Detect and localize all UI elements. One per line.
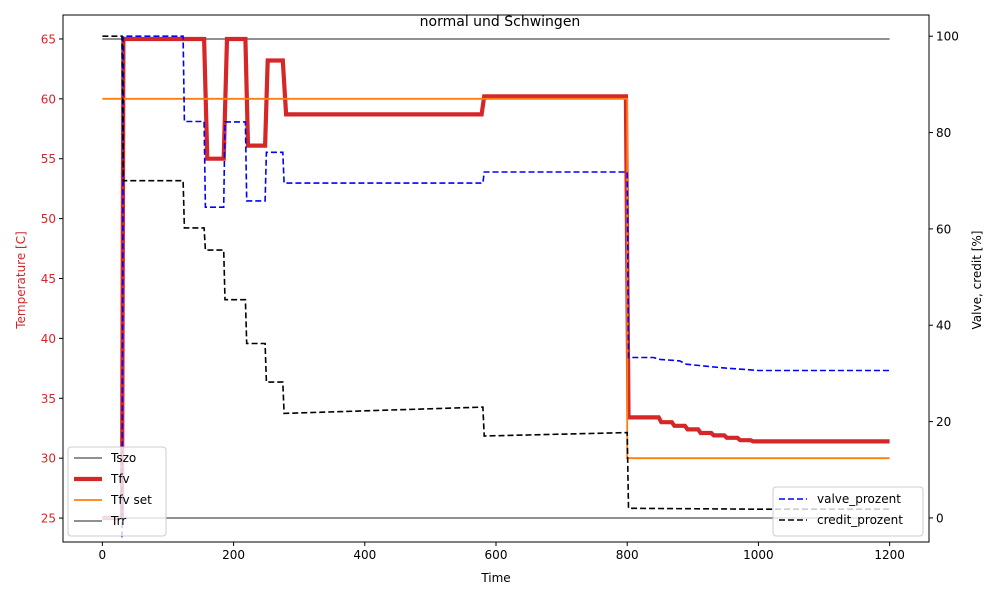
legend-label-tszo: Tszo	[110, 451, 136, 465]
y-left-tick-label: 40	[41, 332, 56, 346]
legend-label-credit-prozent: credit_prozent	[817, 513, 903, 527]
series-line-tfv-set	[102, 97, 890, 460]
y-right-tick-label: 60	[936, 222, 951, 236]
y-left-axis-label: Temperature [C]	[14, 231, 28, 330]
x-tick-label: 1000	[743, 548, 774, 562]
y-right-tick-label: 40	[936, 319, 951, 333]
x-tick-label: 400	[353, 548, 376, 562]
y-left-tick-label: 50	[41, 212, 56, 226]
y-right-tick-label: 100	[936, 30, 959, 44]
x-axis-label: Time	[480, 571, 510, 585]
series-layer	[102, 35, 890, 538]
legend-left: Tszo Tfv Tfv set Trr	[67, 446, 167, 537]
chart-title: normal und Schwingen	[420, 14, 581, 30]
y-left-tick-label: 55	[41, 152, 56, 166]
axes-layer: 0 200 400 600 800 1000 1200 25 30 35 40 45 50 55 60 65 0…	[41, 30, 959, 562]
y-left-tick-label: 35	[41, 392, 56, 406]
y-right-tick-label: 80	[936, 126, 951, 140]
y-right-axis-label: Valve, credit [%]	[970, 231, 984, 330]
legend-right: valve_prozent credit_prozent	[772, 486, 924, 537]
y-right-tick-label: 20	[936, 415, 951, 429]
x-tick-label: 200	[222, 548, 245, 562]
y-right-tick-label: 0	[936, 511, 944, 525]
plot-frame	[62, 14, 930, 543]
y-left-tick-label: 30	[41, 452, 56, 466]
x-tick-label: 0	[99, 548, 107, 562]
legend-label-valve-prozent: valve_prozent	[817, 492, 901, 506]
x-tick-label: 1200	[874, 548, 905, 562]
y-left-tick-label: 45	[41, 272, 56, 286]
y-left-tick-label: 25	[41, 512, 56, 526]
y-left-tick-label: 60	[41, 92, 56, 106]
series-line-credit-prozent	[102, 35, 890, 511]
legend-label-tfv: Tfv	[110, 472, 130, 486]
legend-right-box	[772, 486, 924, 537]
legend-left-box	[67, 446, 167, 537]
series-line-valve-prozent	[121, 35, 890, 538]
legend-label-trr: Trr	[110, 514, 126, 528]
y-left-tick-label: 65	[41, 32, 56, 46]
series-line-tfv	[102, 36, 890, 521]
legend-label-tfv-set: Tfv set	[110, 493, 152, 507]
x-tick-label: 600	[485, 548, 508, 562]
x-tick-label: 800	[616, 548, 639, 562]
